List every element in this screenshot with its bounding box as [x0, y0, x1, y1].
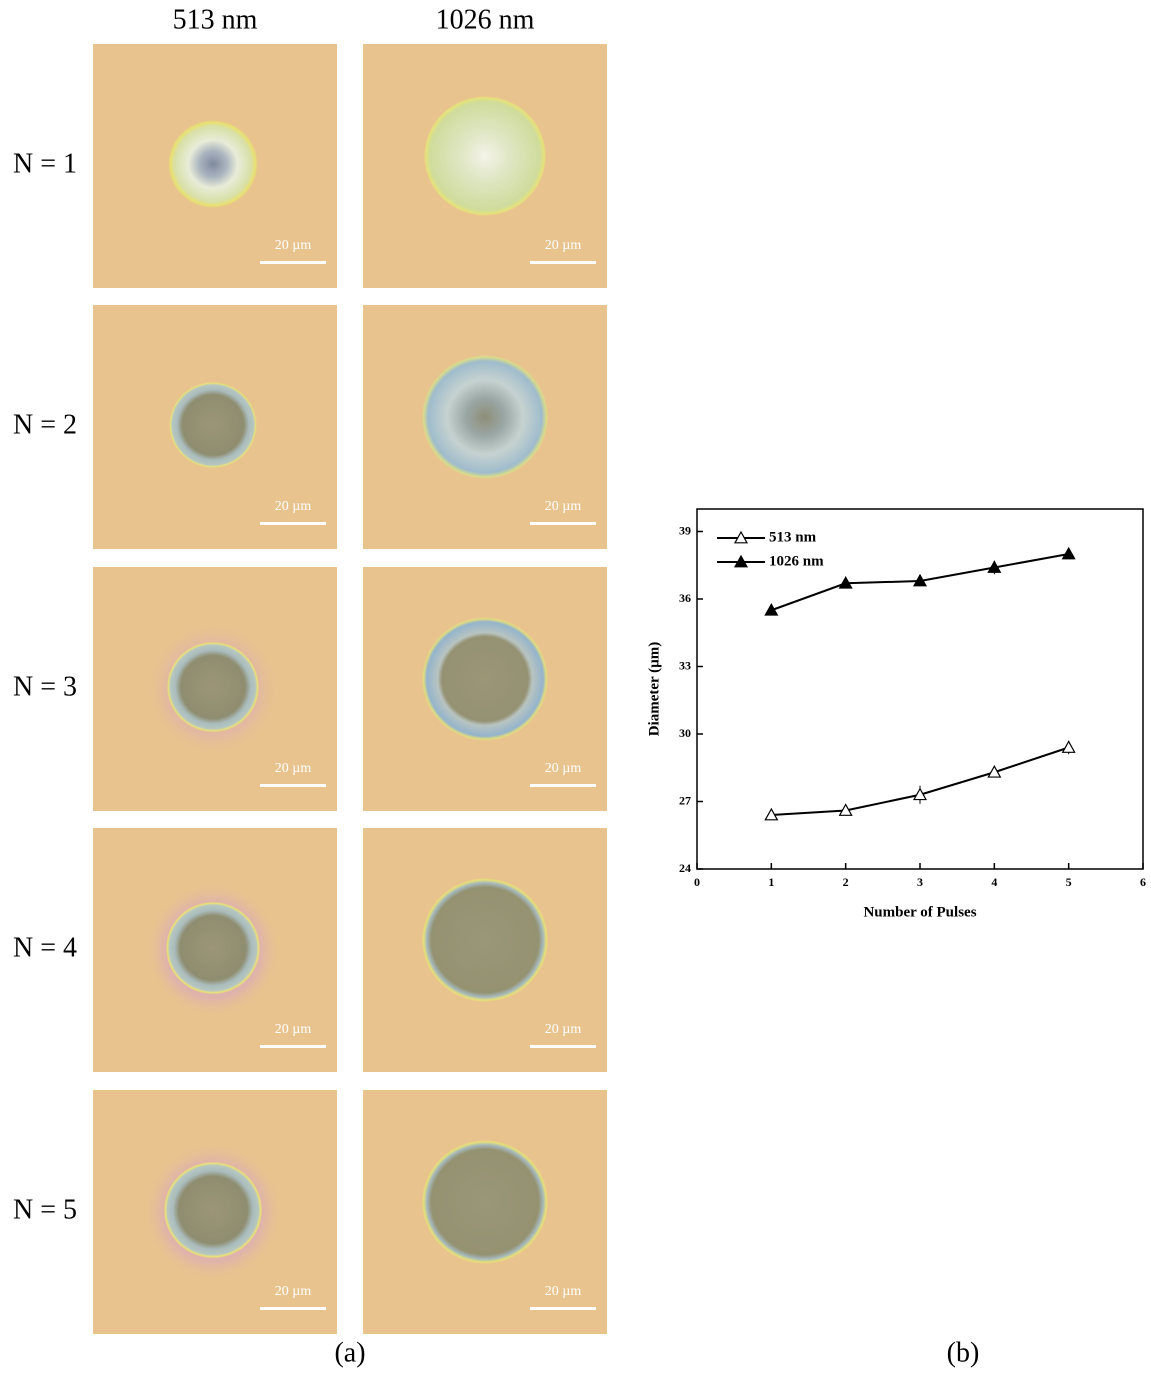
crater: [422, 617, 548, 741]
micrograph: 20 µm: [93, 1090, 337, 1334]
scale-bar-label: 20 µm: [275, 1022, 312, 1037]
y-tick-label: 27: [679, 793, 691, 807]
marker: [1063, 548, 1075, 559]
scale-bar: [530, 261, 596, 264]
scale-bar: [260, 1307, 326, 1310]
x-tick-label: 4: [991, 875, 997, 889]
scale-bar-label: 20 µm: [275, 761, 312, 776]
crater: [422, 878, 548, 1002]
caption: (b): [947, 1337, 980, 1368]
caption: (a): [334, 1337, 365, 1368]
scale-bar-label: 20 µm: [545, 238, 582, 253]
scale-bar: [260, 784, 326, 787]
scale-bar: [260, 522, 326, 525]
row-label: N = 5: [13, 1194, 77, 1225]
micrograph: 20 µm: [363, 828, 607, 1072]
scale-bar-label: 20 µm: [545, 1284, 582, 1299]
x-tick-label: 5: [1066, 875, 1072, 889]
row-label: N = 4: [13, 932, 77, 963]
scale-bar-label: 20 µm: [275, 238, 312, 253]
micrograph: 20 µm: [93, 44, 337, 288]
micrograph: 20 µm: [93, 567, 337, 811]
crater: [167, 642, 259, 732]
column-header: 513 nm: [173, 4, 258, 35]
y-tick-label: 30: [679, 726, 691, 740]
series-line: [771, 748, 1068, 816]
scale-bar-label: 20 µm: [545, 761, 582, 776]
legend-label: 513 nm: [769, 529, 817, 545]
scale-bar-label: 20 µm: [545, 499, 582, 514]
crater: [168, 120, 258, 208]
scale-bar: [260, 261, 326, 264]
micrograph: 20 µm: [363, 1090, 607, 1334]
row-label: N = 2: [13, 409, 77, 440]
x-tick-label: 2: [843, 875, 849, 889]
scale-bar: [530, 1307, 596, 1310]
x-axis-label: Number of Pulses: [863, 904, 976, 920]
x-tick-label: 3: [917, 875, 923, 889]
row-label: N = 3: [13, 671, 77, 702]
micrograph: 20 µm: [363, 44, 607, 288]
scale-bar: [530, 522, 596, 525]
x-tick-label: 6: [1140, 875, 1146, 889]
legend-label: 1026 nm: [769, 553, 824, 569]
crater: [166, 902, 260, 994]
x-tick-label: 1: [768, 875, 774, 889]
crater: [424, 96, 546, 216]
crater: [169, 382, 257, 468]
scale-bar: [260, 1045, 326, 1048]
y-tick-label: 39: [679, 523, 691, 537]
y-tick-label: 33: [679, 658, 691, 672]
y-tick-label: 24: [679, 861, 691, 875]
column-header: 1026 nm: [436, 4, 535, 35]
micrograph: 20 µm: [363, 567, 607, 811]
figure: 513 nm1026 nmN = 120 µm20 µmN = 220 µm20…: [0, 0, 1151, 1375]
crater: [422, 1140, 548, 1264]
micrograph: 20 µm: [363, 305, 607, 549]
scale-bar-label: 20 µm: [545, 1022, 582, 1037]
crater: [422, 355, 548, 479]
y-axis-label: Diameter (µm): [646, 642, 662, 737]
micrograph: 20 µm: [93, 828, 337, 1072]
scale-bar-label: 20 µm: [275, 1284, 312, 1299]
marker: [1063, 742, 1075, 753]
scale-bar: [530, 784, 596, 787]
scale-bar-label: 20 µm: [275, 499, 312, 514]
row-label: N = 1: [13, 148, 77, 179]
micrograph: 20 µm: [93, 305, 337, 549]
crater: [164, 1162, 262, 1258]
y-tick-label: 36: [679, 591, 691, 605]
scale-bar: [530, 1045, 596, 1048]
x-tick-label: 0: [694, 875, 700, 889]
